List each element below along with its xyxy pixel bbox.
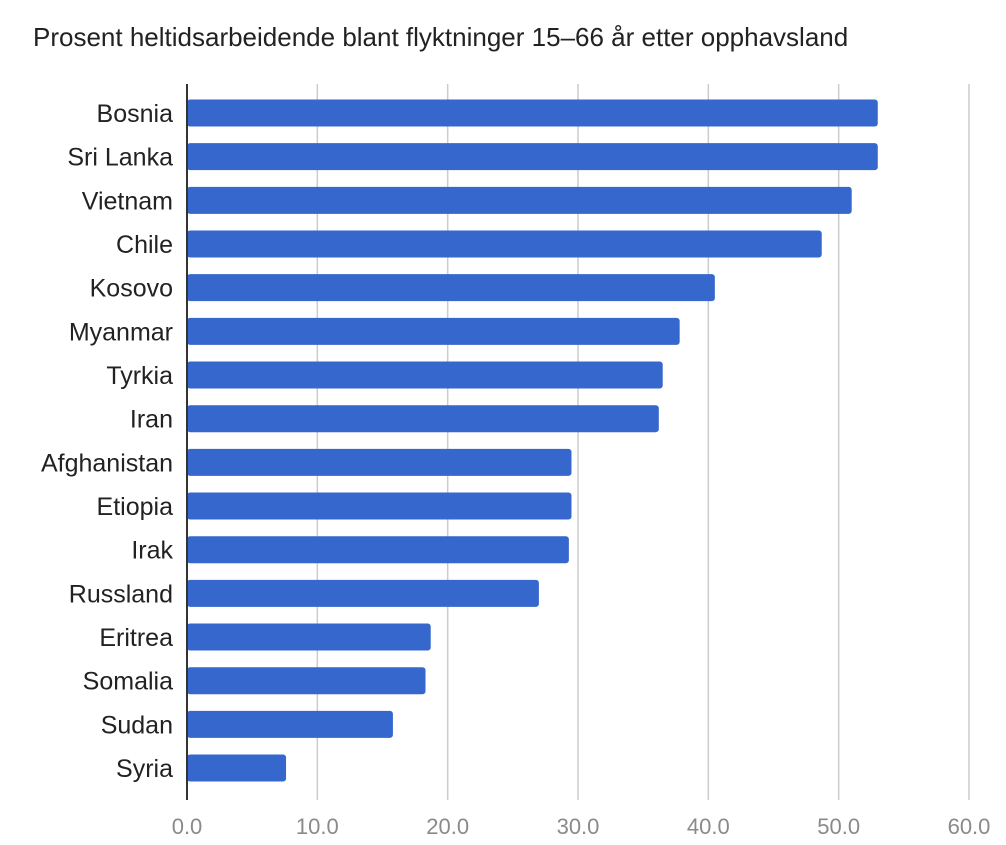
bar bbox=[187, 143, 878, 171]
bar bbox=[187, 361, 663, 389]
category-label: Eritrea bbox=[99, 624, 173, 652]
bar bbox=[187, 754, 287, 782]
bar bbox=[187, 99, 878, 127]
x-tick-label: 20.0 bbox=[426, 814, 469, 839]
category-label: Vietnam bbox=[82, 187, 173, 215]
category-label: Bosnia bbox=[97, 100, 174, 128]
bar bbox=[187, 230, 822, 258]
bar bbox=[187, 623, 431, 651]
x-tick-label: 10.0 bbox=[296, 814, 339, 839]
bar bbox=[187, 667, 426, 695]
bar bbox=[187, 579, 539, 607]
chart-title: Prosent heltidsarbeidende blant flyktnin… bbox=[33, 22, 849, 52]
bar bbox=[187, 186, 852, 214]
bar bbox=[187, 536, 569, 564]
category-label: Somalia bbox=[83, 668, 173, 696]
category-label: Syria bbox=[116, 755, 173, 783]
bar bbox=[187, 405, 659, 433]
category-label: Afghanistan bbox=[41, 449, 173, 477]
x-tick-label: 30.0 bbox=[557, 814, 600, 839]
category-label: Russland bbox=[69, 580, 173, 608]
x-tick-label: 60.0 bbox=[948, 814, 991, 839]
category-label: Etiopia bbox=[97, 493, 174, 521]
x-tick-label: 40.0 bbox=[687, 814, 730, 839]
bar bbox=[187, 448, 572, 476]
category-label: Sri Lanka bbox=[67, 144, 173, 172]
bar bbox=[187, 274, 715, 302]
x-tick-label: 50.0 bbox=[817, 814, 860, 839]
bar bbox=[187, 492, 572, 520]
category-label: Irak bbox=[131, 537, 173, 565]
bar bbox=[187, 710, 393, 738]
bar bbox=[187, 317, 680, 345]
category-label: Myanmar bbox=[69, 318, 173, 346]
x-tick-label: 0.0 bbox=[172, 814, 203, 839]
category-label: Chile bbox=[116, 231, 173, 259]
category-label: Iran bbox=[130, 406, 173, 434]
category-label: Kosovo bbox=[90, 275, 173, 303]
category-label: Sudan bbox=[101, 711, 173, 739]
category-label: Tyrkia bbox=[106, 362, 173, 390]
